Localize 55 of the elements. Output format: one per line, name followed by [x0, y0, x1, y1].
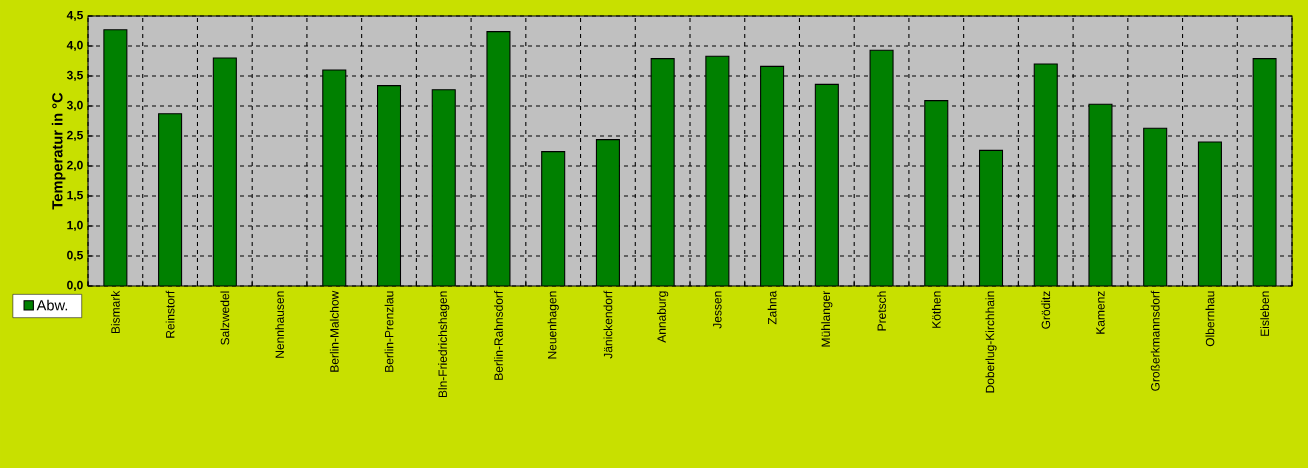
- x-tick-label: Pretsch: [877, 291, 886, 331]
- x-tick-label: Berlin-Malchow: [329, 290, 339, 372]
- y-tick-label: 2,0: [67, 160, 83, 172]
- bar: [595, 139, 620, 286]
- bar: [322, 69, 347, 286]
- y-tick-label: 1,0: [67, 220, 83, 232]
- x-tick-label: Mühlanger: [821, 290, 833, 347]
- bar: [650, 58, 675, 286]
- x-tick-label: Reinstorf: [165, 290, 175, 338]
- x-tick-label: Olbernhau: [1205, 291, 1215, 347]
- bar: [212, 57, 237, 286]
- bar: [158, 113, 183, 286]
- bar: [431, 89, 456, 286]
- x-tick-label: Annaburg: [657, 291, 669, 343]
- x-tick-label: Zahna: [767, 290, 777, 325]
- x-tick-label: Nennhausen: [275, 291, 284, 358]
- bar: [103, 29, 128, 286]
- bar: [1197, 141, 1222, 286]
- y-tick-label: 4,5: [66, 10, 83, 22]
- bar: [541, 151, 566, 286]
- bar: [869, 49, 894, 286]
- x-tick-label: Berlin-Prenzlau: [384, 291, 394, 372]
- y-tick-label: 2,5: [67, 130, 83, 142]
- y-tick-label: 1,5: [67, 190, 83, 202]
- legend-label: Abw.: [36, 299, 68, 311]
- bar: [376, 85, 402, 286]
- x-tick-label: Köthen: [931, 291, 941, 328]
- bar: [814, 83, 839, 286]
- x-tick-label: Großerkmannsdorf: [1150, 290, 1160, 391]
- bar: [1033, 63, 1058, 286]
- x-tick-label: Bismark: [110, 290, 120, 334]
- bar: [978, 149, 1004, 286]
- x-tick-label: Doberlug-Kirchhain: [985, 291, 997, 393]
- x-tick-label: Berlin-Rahnsdorf: [494, 290, 503, 380]
- x-tick-label: Neuenhagen: [547, 291, 559, 359]
- x-tick-label: Kamenz: [1096, 291, 1105, 334]
- bar: [924, 100, 949, 286]
- bar: [705, 55, 730, 286]
- x-tick-label: Eisleben: [1260, 291, 1270, 336]
- y-tick-label: 0,0: [67, 280, 83, 292]
- y-tick-label: 3,0: [66, 100, 83, 112]
- x-tick-label: Gröditz: [1041, 291, 1051, 329]
- x-tick-label: Salzwedel: [220, 291, 230, 345]
- bar: [486, 31, 511, 286]
- y-tick-label: 4,0: [66, 40, 83, 52]
- x-tick-label: Bln-Friedrichshagen: [438, 291, 450, 398]
- y-tick-label: 0,5: [67, 250, 83, 262]
- x-tick-label: Jänickendorf: [603, 290, 613, 359]
- y-tick-label: 3,5: [66, 70, 83, 82]
- bar: [760, 65, 785, 286]
- y-axis-title: Temperatur in °C: [51, 92, 66, 210]
- bar: [1088, 103, 1113, 286]
- bar: [1143, 127, 1168, 286]
- bar: [1252, 58, 1277, 286]
- x-tick-label: Jessen: [713, 291, 722, 329]
